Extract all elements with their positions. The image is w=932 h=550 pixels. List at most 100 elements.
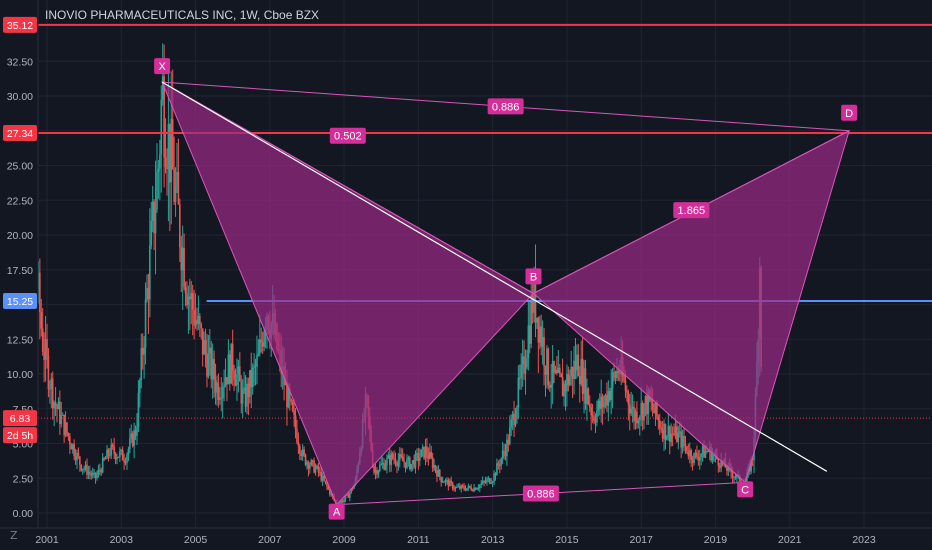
candle-body xyxy=(518,377,521,379)
price-tag-text: 6.83 xyxy=(10,413,31,425)
candle-body xyxy=(244,387,247,407)
candle-body xyxy=(584,368,587,404)
candle-body xyxy=(564,383,567,392)
candle-body xyxy=(700,453,702,457)
time-axis[interactable]: 2001 2003 2005 2007 2009 2011 2013 2015 2017 2019… xyxy=(0,527,932,550)
candle-body xyxy=(427,454,430,459)
candle-body xyxy=(694,452,697,454)
candle-body xyxy=(494,473,497,476)
candle-body xyxy=(464,488,467,491)
candle-body xyxy=(638,417,641,421)
harmonic-pattern[interactable] xyxy=(161,80,850,506)
candle-body xyxy=(73,444,75,456)
candle-body xyxy=(313,460,315,473)
candle-body xyxy=(190,293,193,300)
price-tick-label: 0.00 xyxy=(13,508,34,520)
ratio-label: 0.886 xyxy=(522,485,559,502)
candle-body xyxy=(99,469,101,471)
candle-body xyxy=(581,358,584,394)
candle-body xyxy=(560,373,562,377)
candle-body xyxy=(106,449,108,459)
candle-body xyxy=(643,403,645,421)
candle-body xyxy=(324,480,327,483)
candle-body xyxy=(474,487,477,490)
candle-body xyxy=(748,466,751,472)
candle-body xyxy=(523,356,525,374)
candle-body xyxy=(641,403,644,421)
candle-body xyxy=(147,287,150,300)
candle-body xyxy=(614,373,617,378)
candle-body xyxy=(194,320,197,326)
price-tick-label: 10.00 xyxy=(7,369,33,381)
price-axis[interactable]: 32.5030.0027.5025.0022.5020.0017.5015.00… xyxy=(0,0,39,528)
candle-body xyxy=(246,383,248,407)
candle-body xyxy=(661,429,664,439)
candle-body xyxy=(144,299,147,348)
candle-body xyxy=(651,401,654,410)
candle-body xyxy=(594,421,597,423)
candle-body xyxy=(461,485,464,487)
candle-body xyxy=(380,464,383,466)
candle-body xyxy=(731,472,734,478)
candle-body xyxy=(451,482,454,489)
pattern-line-xb[interactable] xyxy=(161,81,534,294)
candle-body xyxy=(591,415,594,417)
candle-body xyxy=(80,464,83,471)
candle-body xyxy=(426,446,428,455)
candle-body xyxy=(484,481,487,483)
timezone-icon[interactable]: Z xyxy=(10,529,18,542)
candle-body xyxy=(166,167,168,169)
candle-body xyxy=(141,348,144,355)
price-axis-tags: 35.12 27.34 15.25 6.83 2d 5h xyxy=(3,16,37,444)
candle-body xyxy=(373,465,375,473)
candle-body xyxy=(417,453,420,461)
candle-body xyxy=(173,168,175,202)
candle-body xyxy=(136,427,138,436)
candle-body xyxy=(678,431,681,433)
candle-body xyxy=(603,402,605,408)
candle-body xyxy=(396,463,398,466)
candle-body xyxy=(590,407,592,416)
candle-body xyxy=(610,387,612,400)
ratio-label: 0.502 xyxy=(329,127,366,144)
candle-body xyxy=(209,347,211,354)
candle-body xyxy=(149,245,151,300)
candle-body xyxy=(628,404,631,414)
candle-body xyxy=(424,446,427,459)
candle-body xyxy=(561,376,564,397)
candle-body xyxy=(387,455,390,459)
candle-body xyxy=(593,416,595,422)
candle-body xyxy=(571,366,574,379)
candle-body xyxy=(398,454,401,460)
candle-body xyxy=(169,123,171,183)
candle-body xyxy=(710,446,712,461)
candle-body xyxy=(41,328,44,353)
candle-body xyxy=(574,360,577,371)
candle-body xyxy=(377,470,380,475)
candle-body xyxy=(548,385,551,388)
candle-body xyxy=(450,480,453,483)
trend-line[interactable] xyxy=(161,81,828,472)
time-axis-bg[interactable] xyxy=(0,528,932,550)
candle-body xyxy=(423,446,425,459)
candle-body xyxy=(503,450,505,452)
candle-body xyxy=(600,396,602,409)
price-tag-text: 15.25 xyxy=(7,296,33,308)
candle-body xyxy=(541,336,544,347)
candle-body xyxy=(226,377,228,385)
candle-body xyxy=(96,474,98,479)
candle-body xyxy=(126,454,128,463)
pattern-point-labels: X A B C D xyxy=(154,58,858,520)
trend-line-segment[interactable] xyxy=(161,81,828,472)
candle-body xyxy=(224,377,227,386)
candle-body xyxy=(146,287,148,300)
candle-body xyxy=(478,484,481,488)
candle-body xyxy=(100,470,103,473)
candle-body xyxy=(573,360,575,379)
candle-body xyxy=(394,459,397,464)
candle-body xyxy=(726,467,728,471)
candle-body xyxy=(598,400,601,409)
candle-body xyxy=(200,324,203,329)
candle-body xyxy=(53,402,55,409)
